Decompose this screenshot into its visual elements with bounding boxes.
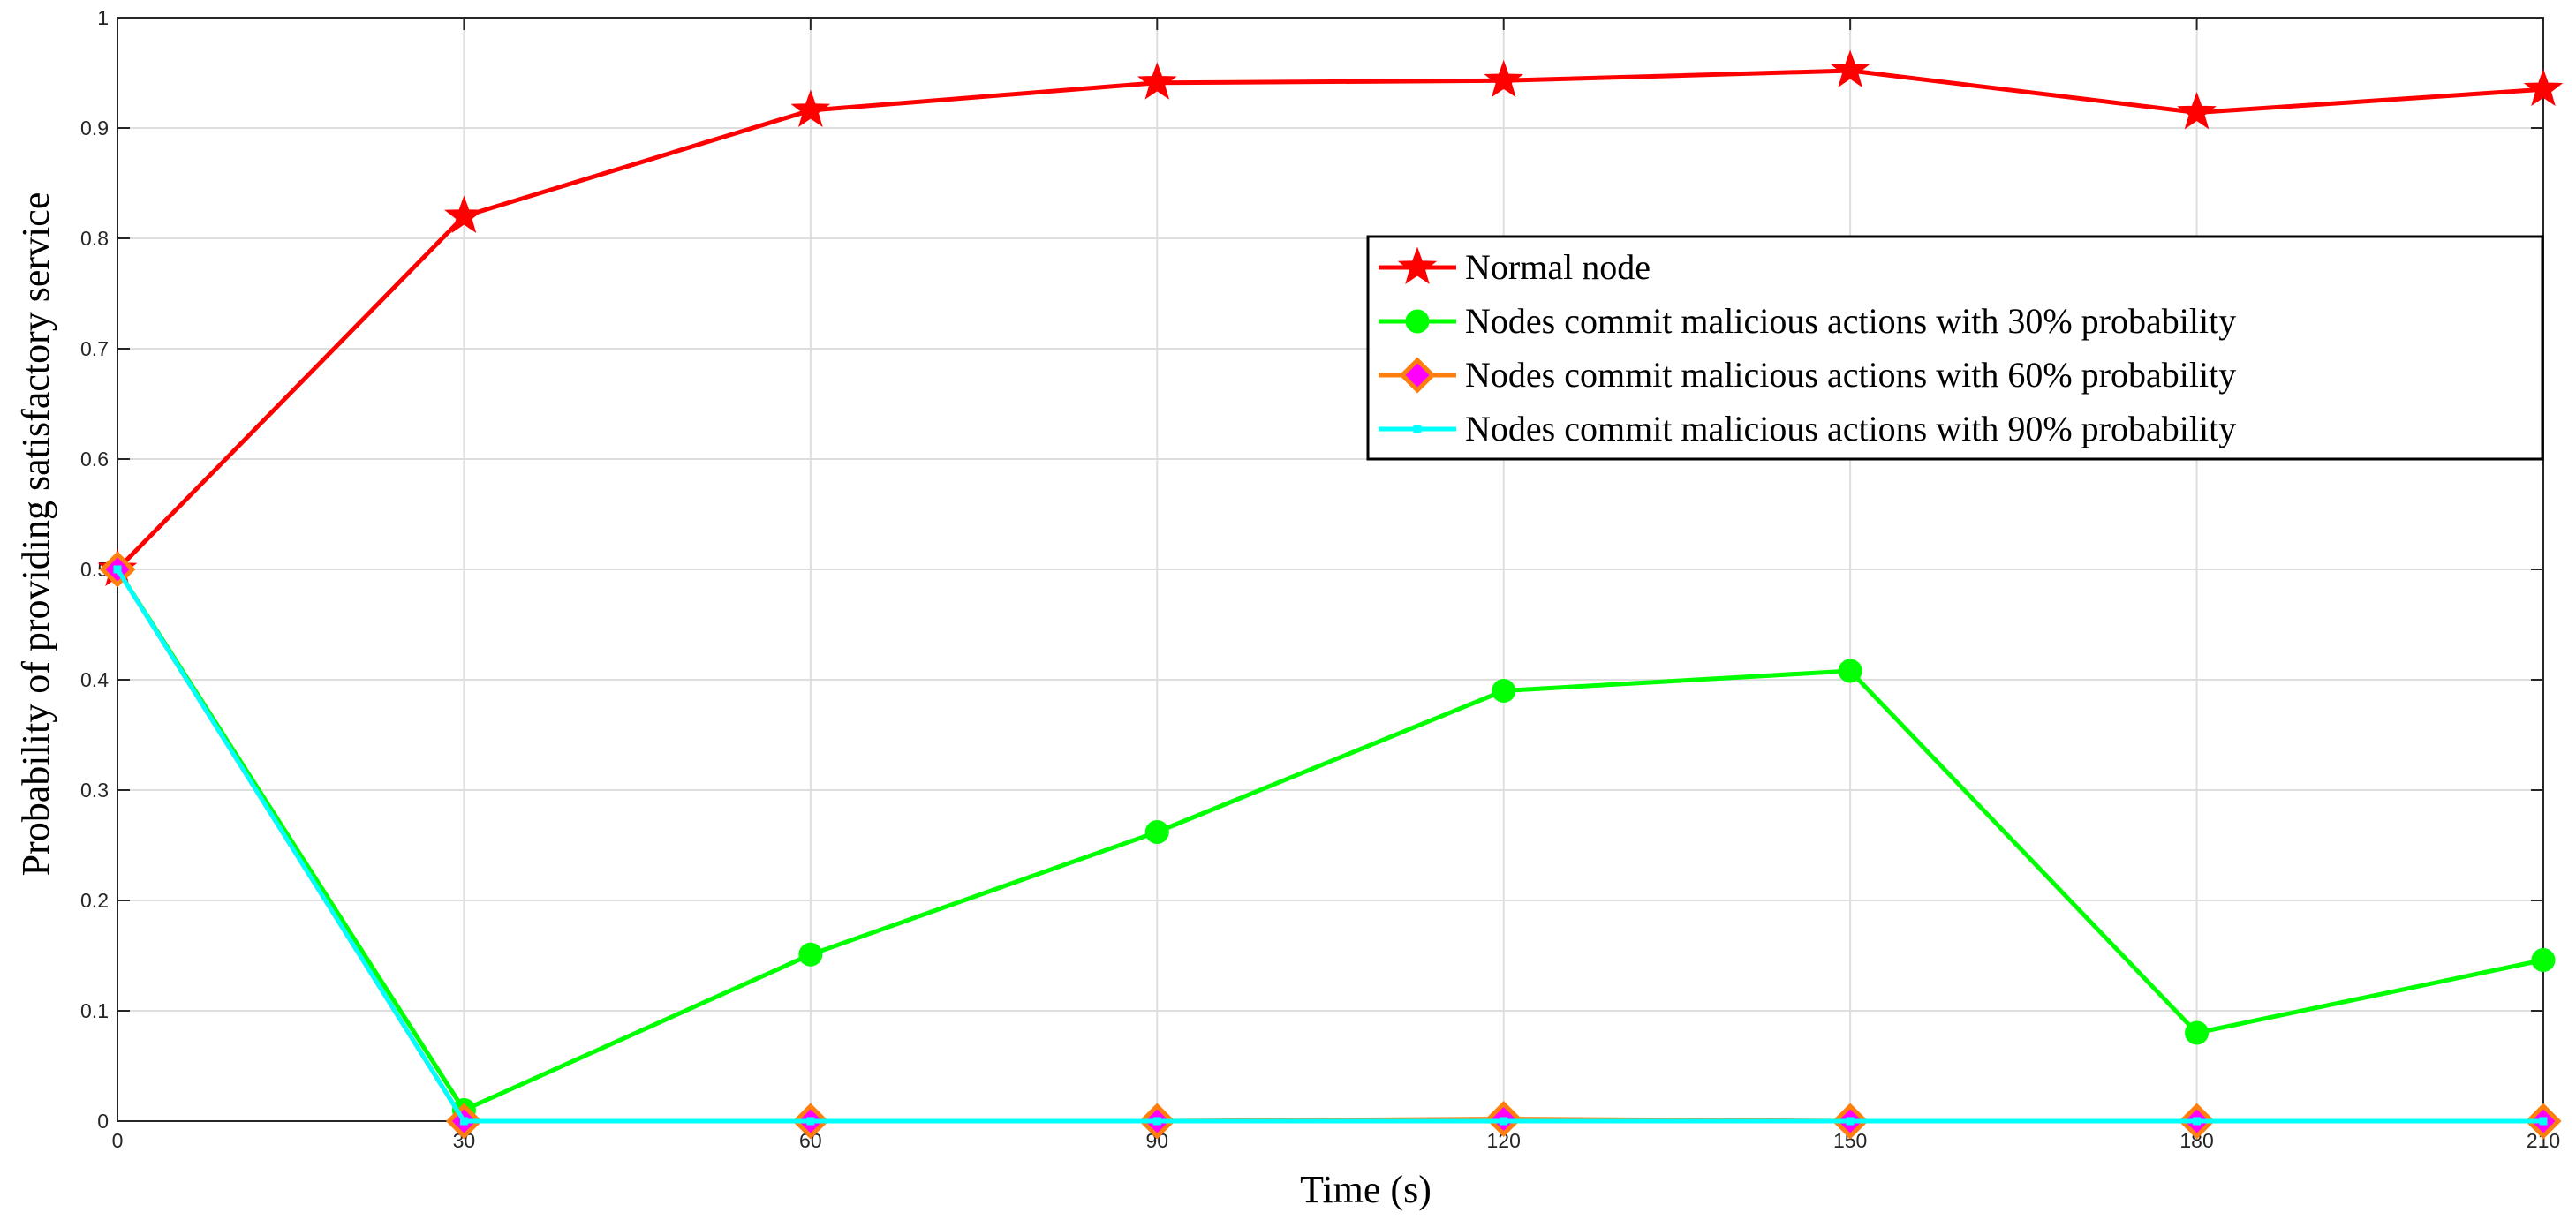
legend-entry: Normal node	[1379, 246, 1651, 287]
legend-marker	[1405, 309, 1430, 334]
y-tick-label: 0.3	[80, 779, 109, 802]
data-point-2	[1492, 679, 1516, 703]
legend-label: Nodes commit malicious actions with 60% …	[1465, 355, 2236, 395]
data-point-1	[1830, 49, 1870, 88]
y-tick-label: 0.4	[80, 668, 109, 691]
data-point-4	[459, 1117, 468, 1126]
y-axis-label: Probability of providing satisfactory se…	[14, 192, 57, 877]
series-line-4	[115, 568, 2543, 1124]
x-tick-label: 0	[112, 1129, 124, 1152]
data-point-2	[1144, 820, 1169, 844]
y-tick-label: 0.9	[80, 117, 109, 139]
data-point-2	[798, 942, 823, 967]
legend-entry: Nodes commit malicious actions with 60% …	[1379, 355, 2236, 395]
x-axis-label: Time (s)	[1300, 1168, 1432, 1211]
legend-label: Nodes commit malicious actions with 30% …	[1465, 301, 2236, 341]
y-tick-label: 0.1	[80, 999, 109, 1022]
data-point-4	[2193, 1117, 2202, 1126]
data-point-1	[1137, 62, 1177, 100]
data-point-2	[1838, 659, 1862, 683]
legend-label: Nodes commit malicious actions with 90% …	[1465, 409, 2236, 448]
legend-entry: Nodes commit malicious actions with 30% …	[1379, 301, 2236, 341]
legend-entry: Nodes commit malicious actions with 90% …	[1379, 409, 2236, 448]
series-4	[113, 565, 2548, 1126]
data-point-2	[2531, 948, 2556, 972]
series-1	[97, 49, 2564, 586]
legend-marker	[1413, 425, 1422, 433]
data-point-1	[790, 89, 831, 128]
data-point-1	[2523, 68, 2564, 107]
series-layer	[97, 49, 2564, 1140]
y-tick-label: 0	[97, 1110, 109, 1133]
series-line-2	[115, 568, 2544, 1112]
data-point-4	[1846, 1117, 1855, 1126]
legend-label: Normal node	[1465, 247, 1651, 287]
series-line-1	[116, 68, 2544, 571]
data-point-2	[2185, 1020, 2210, 1045]
y-tick-label: 0.8	[80, 227, 109, 250]
y-tick-label: 0.6	[80, 448, 109, 471]
data-point-1	[2177, 92, 2217, 130]
data-point-4	[113, 565, 122, 574]
data-point-1	[1484, 59, 1524, 98]
data-point-4	[1152, 1117, 1161, 1126]
data-point-4	[1500, 1117, 1508, 1126]
y-tick-label: 0.2	[80, 889, 109, 912]
y-tick-label: 1	[97, 6, 109, 29]
grid-lines	[117, 18, 2543, 1121]
data-point-1	[444, 195, 484, 234]
legend-box	[1366, 235, 2544, 461]
data-point-4	[2539, 1117, 2548, 1126]
legend-marker	[1397, 246, 1438, 284]
legend: Normal node Nodes commit malicious action…	[1366, 235, 2544, 461]
y-tick-label: 0.7	[80, 337, 109, 360]
data-point-4	[806, 1117, 815, 1126]
legend-marker	[1399, 357, 1436, 394]
axis-ticks: 0 30 60 90 120 150 180 21000.10.20.30.40.50.60.…	[80, 6, 2560, 1152]
